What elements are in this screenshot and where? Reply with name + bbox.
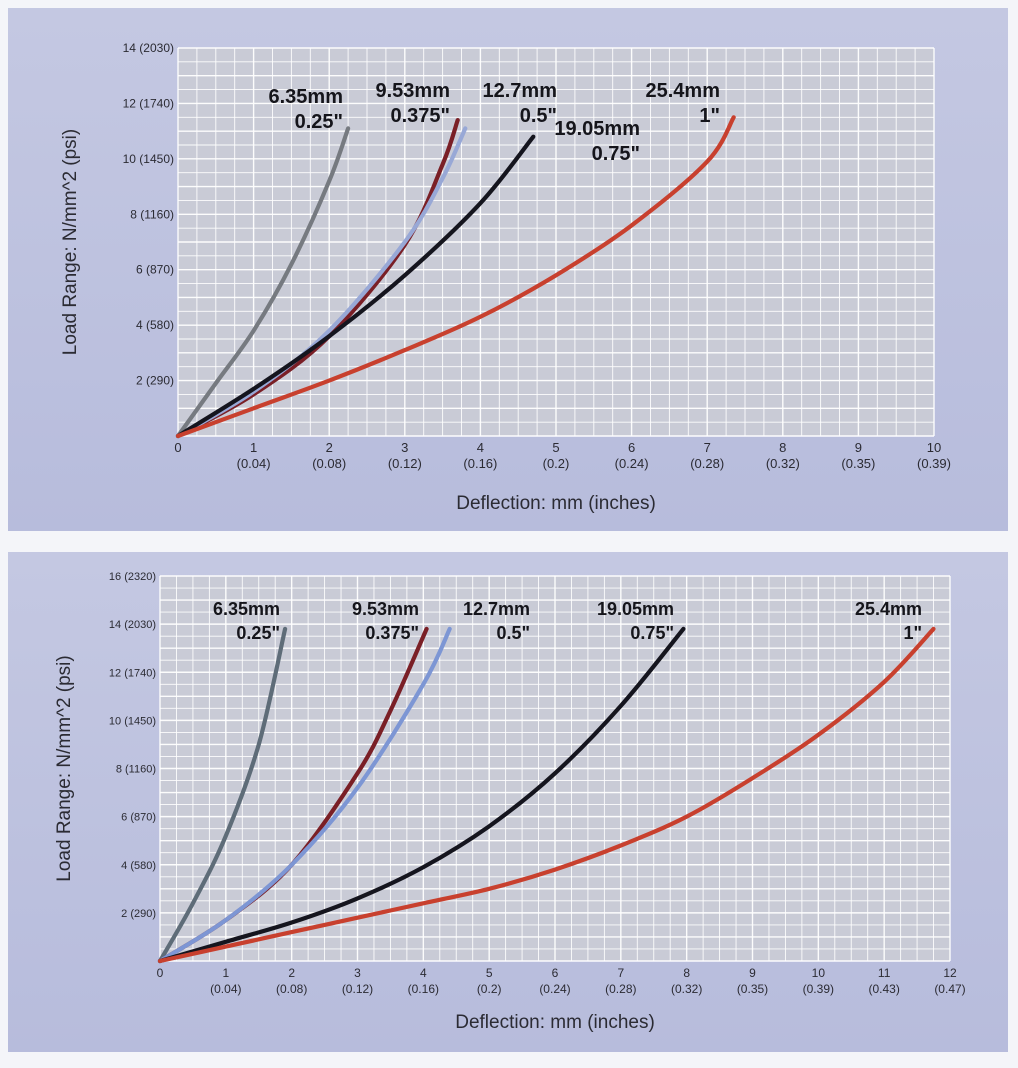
series-label: 0.375" [365,623,419,643]
series-label: 0.25" [236,623,280,643]
x-tick-label-inches: (0.16) [408,982,439,996]
series-label: 6.35mm [213,599,280,619]
series-line [175,115,736,439]
x-tick-label: 6 [628,440,635,455]
series-line [157,626,936,964]
x-tick-label-inches: (0.28) [605,982,636,996]
y-tick-label: 12 (1740) [123,96,174,110]
y-tick-label: 6 (870) [136,263,174,277]
x-tick-label: 6 [552,966,559,980]
x-tick-label: 1 [222,966,229,980]
x-tick-label: 4 [420,966,427,980]
y-tick-label: 16 (2320) [109,571,156,583]
x-tick-label: 4 [477,440,484,455]
x-tick-label-inches: (0.43) [868,982,899,996]
x-tick-label: 11 [878,966,891,980]
x-tick-label: 3 [354,966,361,980]
x-axis-title: Deflection: mm (inches) [456,493,656,514]
x-tick-label-inches: (0.2) [477,982,502,996]
x-tick-label-inches: (0.08) [276,982,307,996]
x-tick-label: 5 [552,440,559,455]
series-label: 9.53mm [376,80,451,102]
series-line [157,626,452,964]
x-tick-label: 8 [779,440,786,455]
series-label: 12.7mm [483,80,558,102]
x-tick-label-inches: (0.35) [841,456,875,471]
x-tick-label-inches: (0.04) [237,456,271,471]
y-tick-label: 10 (1450) [109,715,156,727]
x-tick-label: 8 [683,966,690,980]
x-tick-label-inches: (0.32) [671,982,702,996]
x-tick-label: 5 [486,966,493,980]
x-tick-label: 1 [250,440,257,455]
x-axis-title: Deflection: mm (inches) [455,1012,655,1033]
series-label: 0.25" [295,111,343,133]
series-label: 19.05mm [597,599,674,619]
x-tick-label-inches: (0.16) [463,456,497,471]
x-tick-label: 3 [401,440,408,455]
series-label: 12.7mm [463,599,530,619]
x-tick-label: 2 [288,966,295,980]
x-tick-label-inches: (0.47) [934,982,965,996]
x-tick-label: 7 [617,966,624,980]
y-axis-title: Load Range: N/mm^2 (psi) [54,655,75,881]
series-line [175,126,468,439]
x-tick-label: 7 [704,440,711,455]
series-label: 9.53mm [352,599,419,619]
y-tick-label: 10 (1450) [123,152,174,166]
x-tick-label-inches: (0.2) [543,456,570,471]
x-tick-label-inches: (0.12) [388,456,422,471]
series-label: 0.75" [630,623,674,643]
series-line [175,126,351,439]
x-tick-label-inches: (0.39) [917,456,951,471]
x-tick-label: 9 [855,440,862,455]
y-tick-label: 8 (1160) [130,207,174,221]
x-tick-label: 10 [812,966,826,980]
series-label: 19.05mm [554,118,640,140]
y-tick-label: 14 (2030) [123,41,174,55]
x-tick-label: 12 [943,966,957,980]
series-label: 25.4mm [855,599,922,619]
x-tick-label: 2 [326,440,333,455]
x-tick-label-inches: (0.32) [766,456,800,471]
y-axis-title: Load Range: N/mm^2 (psi) [60,129,81,355]
y-tick-label: 6 (870) [121,812,156,824]
y-tick-label: 8 (1160) [116,764,156,776]
x-tick-label-inches: (0.28) [690,456,724,471]
y-tick-label: 2 (290) [121,908,156,920]
x-tick-label: 10 [927,440,941,455]
series-label: 1" [699,105,720,127]
series-label: 0.375" [390,105,450,127]
series-line [157,626,686,964]
y-tick-label: 4 (580) [136,318,174,332]
series-label: 0.75" [592,143,640,165]
series-label: 25.4mm [646,80,721,102]
series-label: 1" [903,623,922,643]
y-tick-label: 4 (580) [121,860,156,872]
x-tick-label-inches: (0.12) [342,982,373,996]
series-label: 0.5" [496,623,530,643]
x-tick-label-inches: (0.24) [615,456,649,471]
series-line [157,626,288,964]
x-tick-label: 0 [157,966,164,980]
x-tick-label-inches: (0.04) [210,982,241,996]
y-tick-label: 14 (2030) [109,619,156,631]
x-tick-label: 0 [174,440,181,455]
x-tick-label-inches: (0.24) [539,982,570,996]
x-tick-label: 9 [749,966,756,980]
series-line [175,134,536,439]
x-tick-label-inches: (0.39) [803,982,834,996]
series-label: 6.35mm [269,86,344,108]
y-tick-label: 2 (290) [136,374,174,388]
x-tick-label-inches: (0.08) [312,456,346,471]
series-label: 0.5" [520,105,557,127]
x-tick-label-inches: (0.35) [737,982,768,996]
y-tick-label: 12 (1740) [109,667,156,679]
